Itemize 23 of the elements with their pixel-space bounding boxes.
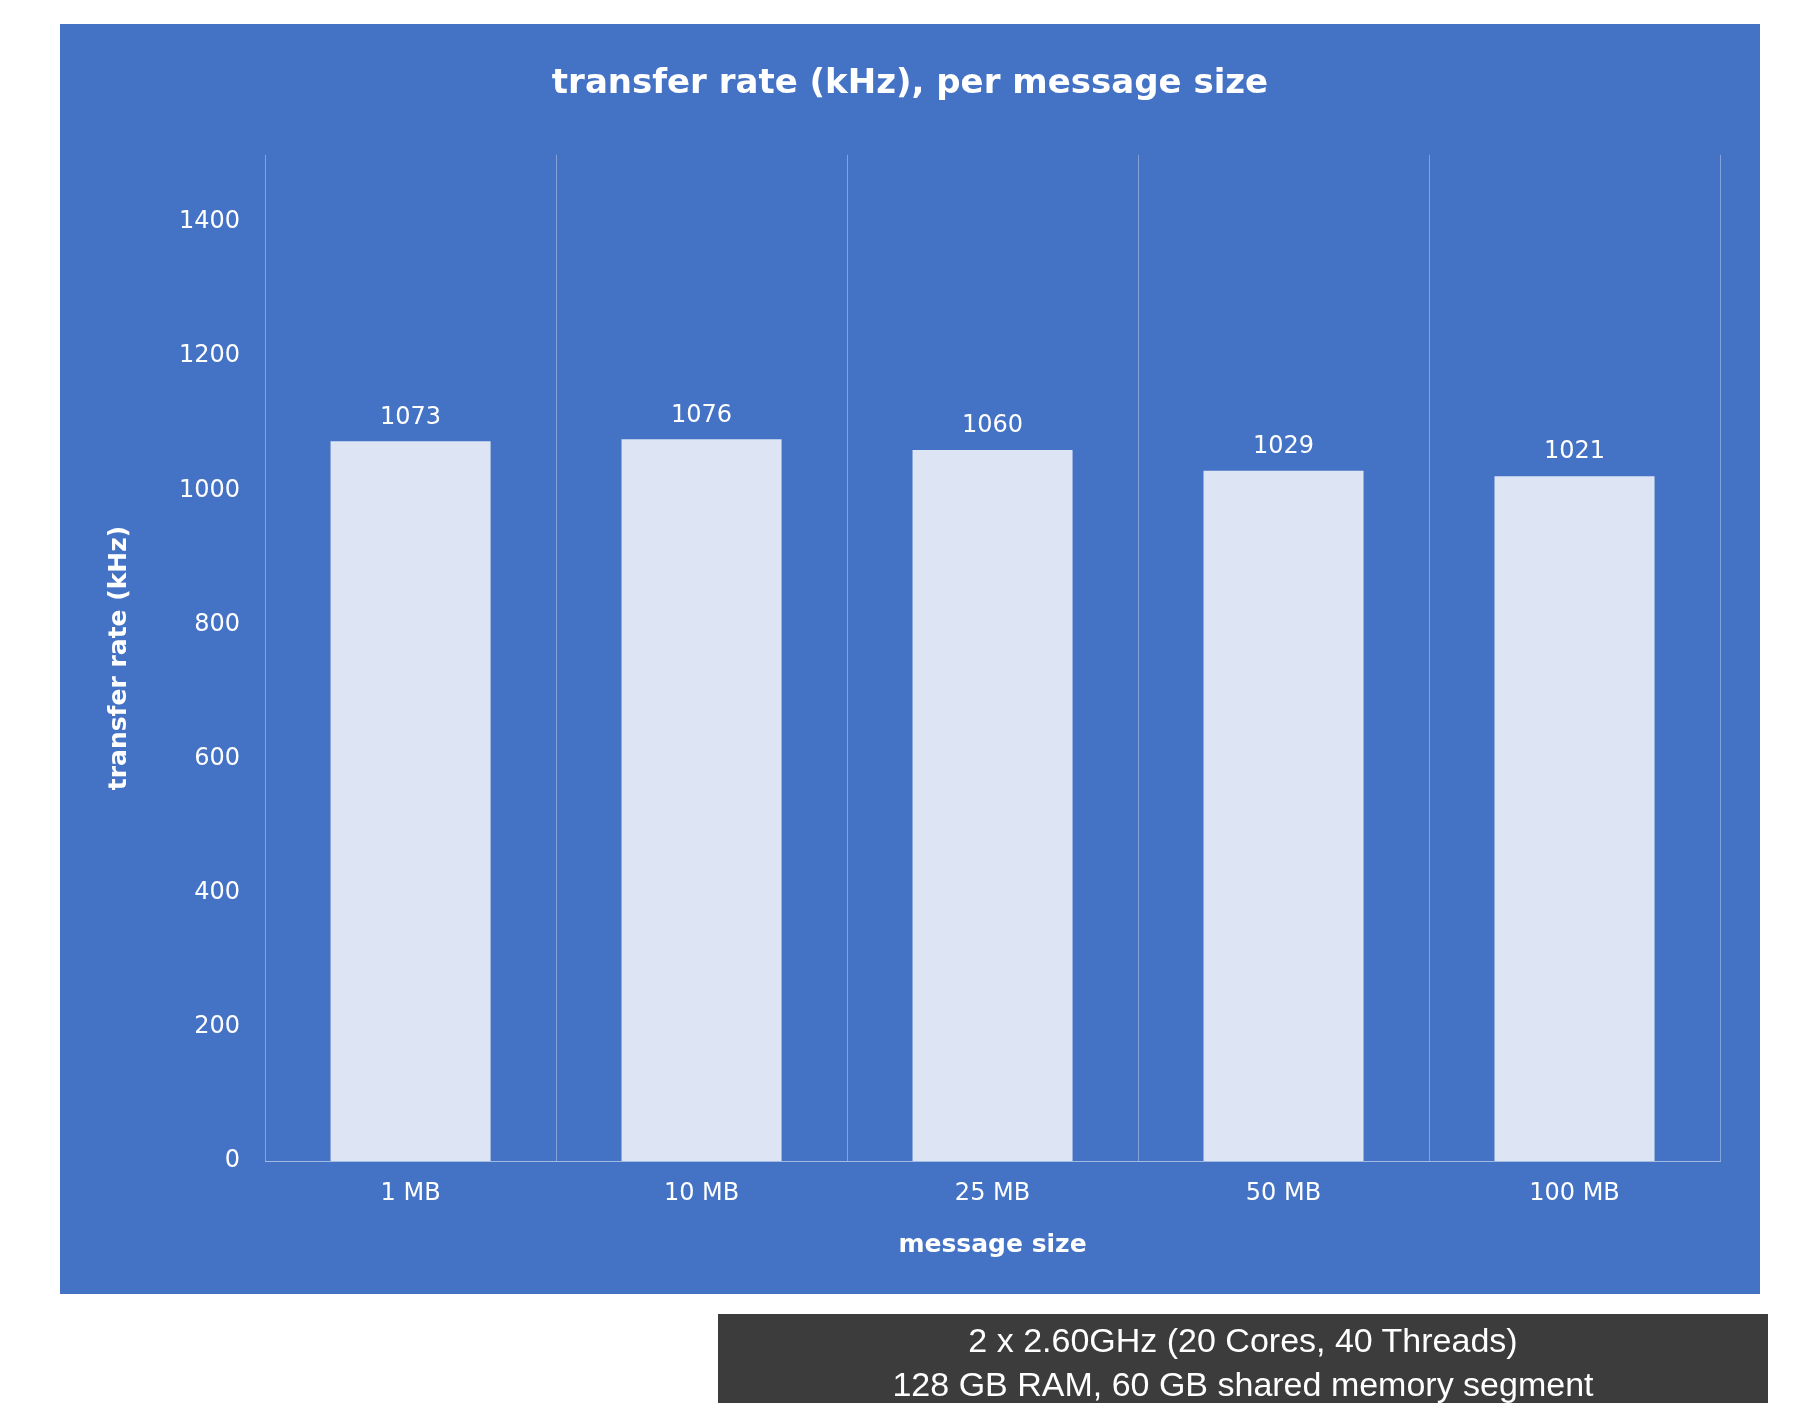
- x-tick-label: 10 MB: [663, 1177, 740, 1206]
- x-axis-title: message size: [898, 1228, 1087, 1258]
- text: 128 GB RAM, 60 GB shared memory segment: [891, 1364, 1595, 1403]
- x-tick-label: 1 MB: [380, 1177, 441, 1206]
- y-tick-label: 200: [194, 1011, 241, 1040]
- x-tick-label: 50 MB: [1245, 1177, 1322, 1206]
- chart-title: transfer rate (kHz), per message size: [551, 61, 1269, 102]
- y-axis-title: transfer rate (kHz): [102, 525, 132, 791]
- y-tick-label: 0: [224, 1145, 241, 1174]
- data-label: 1076: [671, 399, 733, 428]
- x-tick-label: 100 MB: [1529, 1177, 1620, 1206]
- data-label: 1060: [962, 410, 1024, 439]
- data-label: 1021: [1543, 436, 1606, 465]
- y-tick-label: 600: [194, 742, 241, 771]
- y-tick-label: 1200: [179, 340, 241, 369]
- x-tick-label: 25 MB: [954, 1177, 1031, 1206]
- text: 2 x 2.60GHz (20 Cores, 40 Threads): [967, 1320, 1519, 1361]
- y-tick-label: 800: [194, 608, 241, 637]
- y-tick-label: 400: [194, 877, 241, 906]
- y-tick-label: 1400: [179, 206, 241, 235]
- data-label: 1029: [1252, 431, 1315, 460]
- y-tick-label: 1000: [179, 474, 241, 503]
- data-label: 1073: [380, 401, 442, 430]
